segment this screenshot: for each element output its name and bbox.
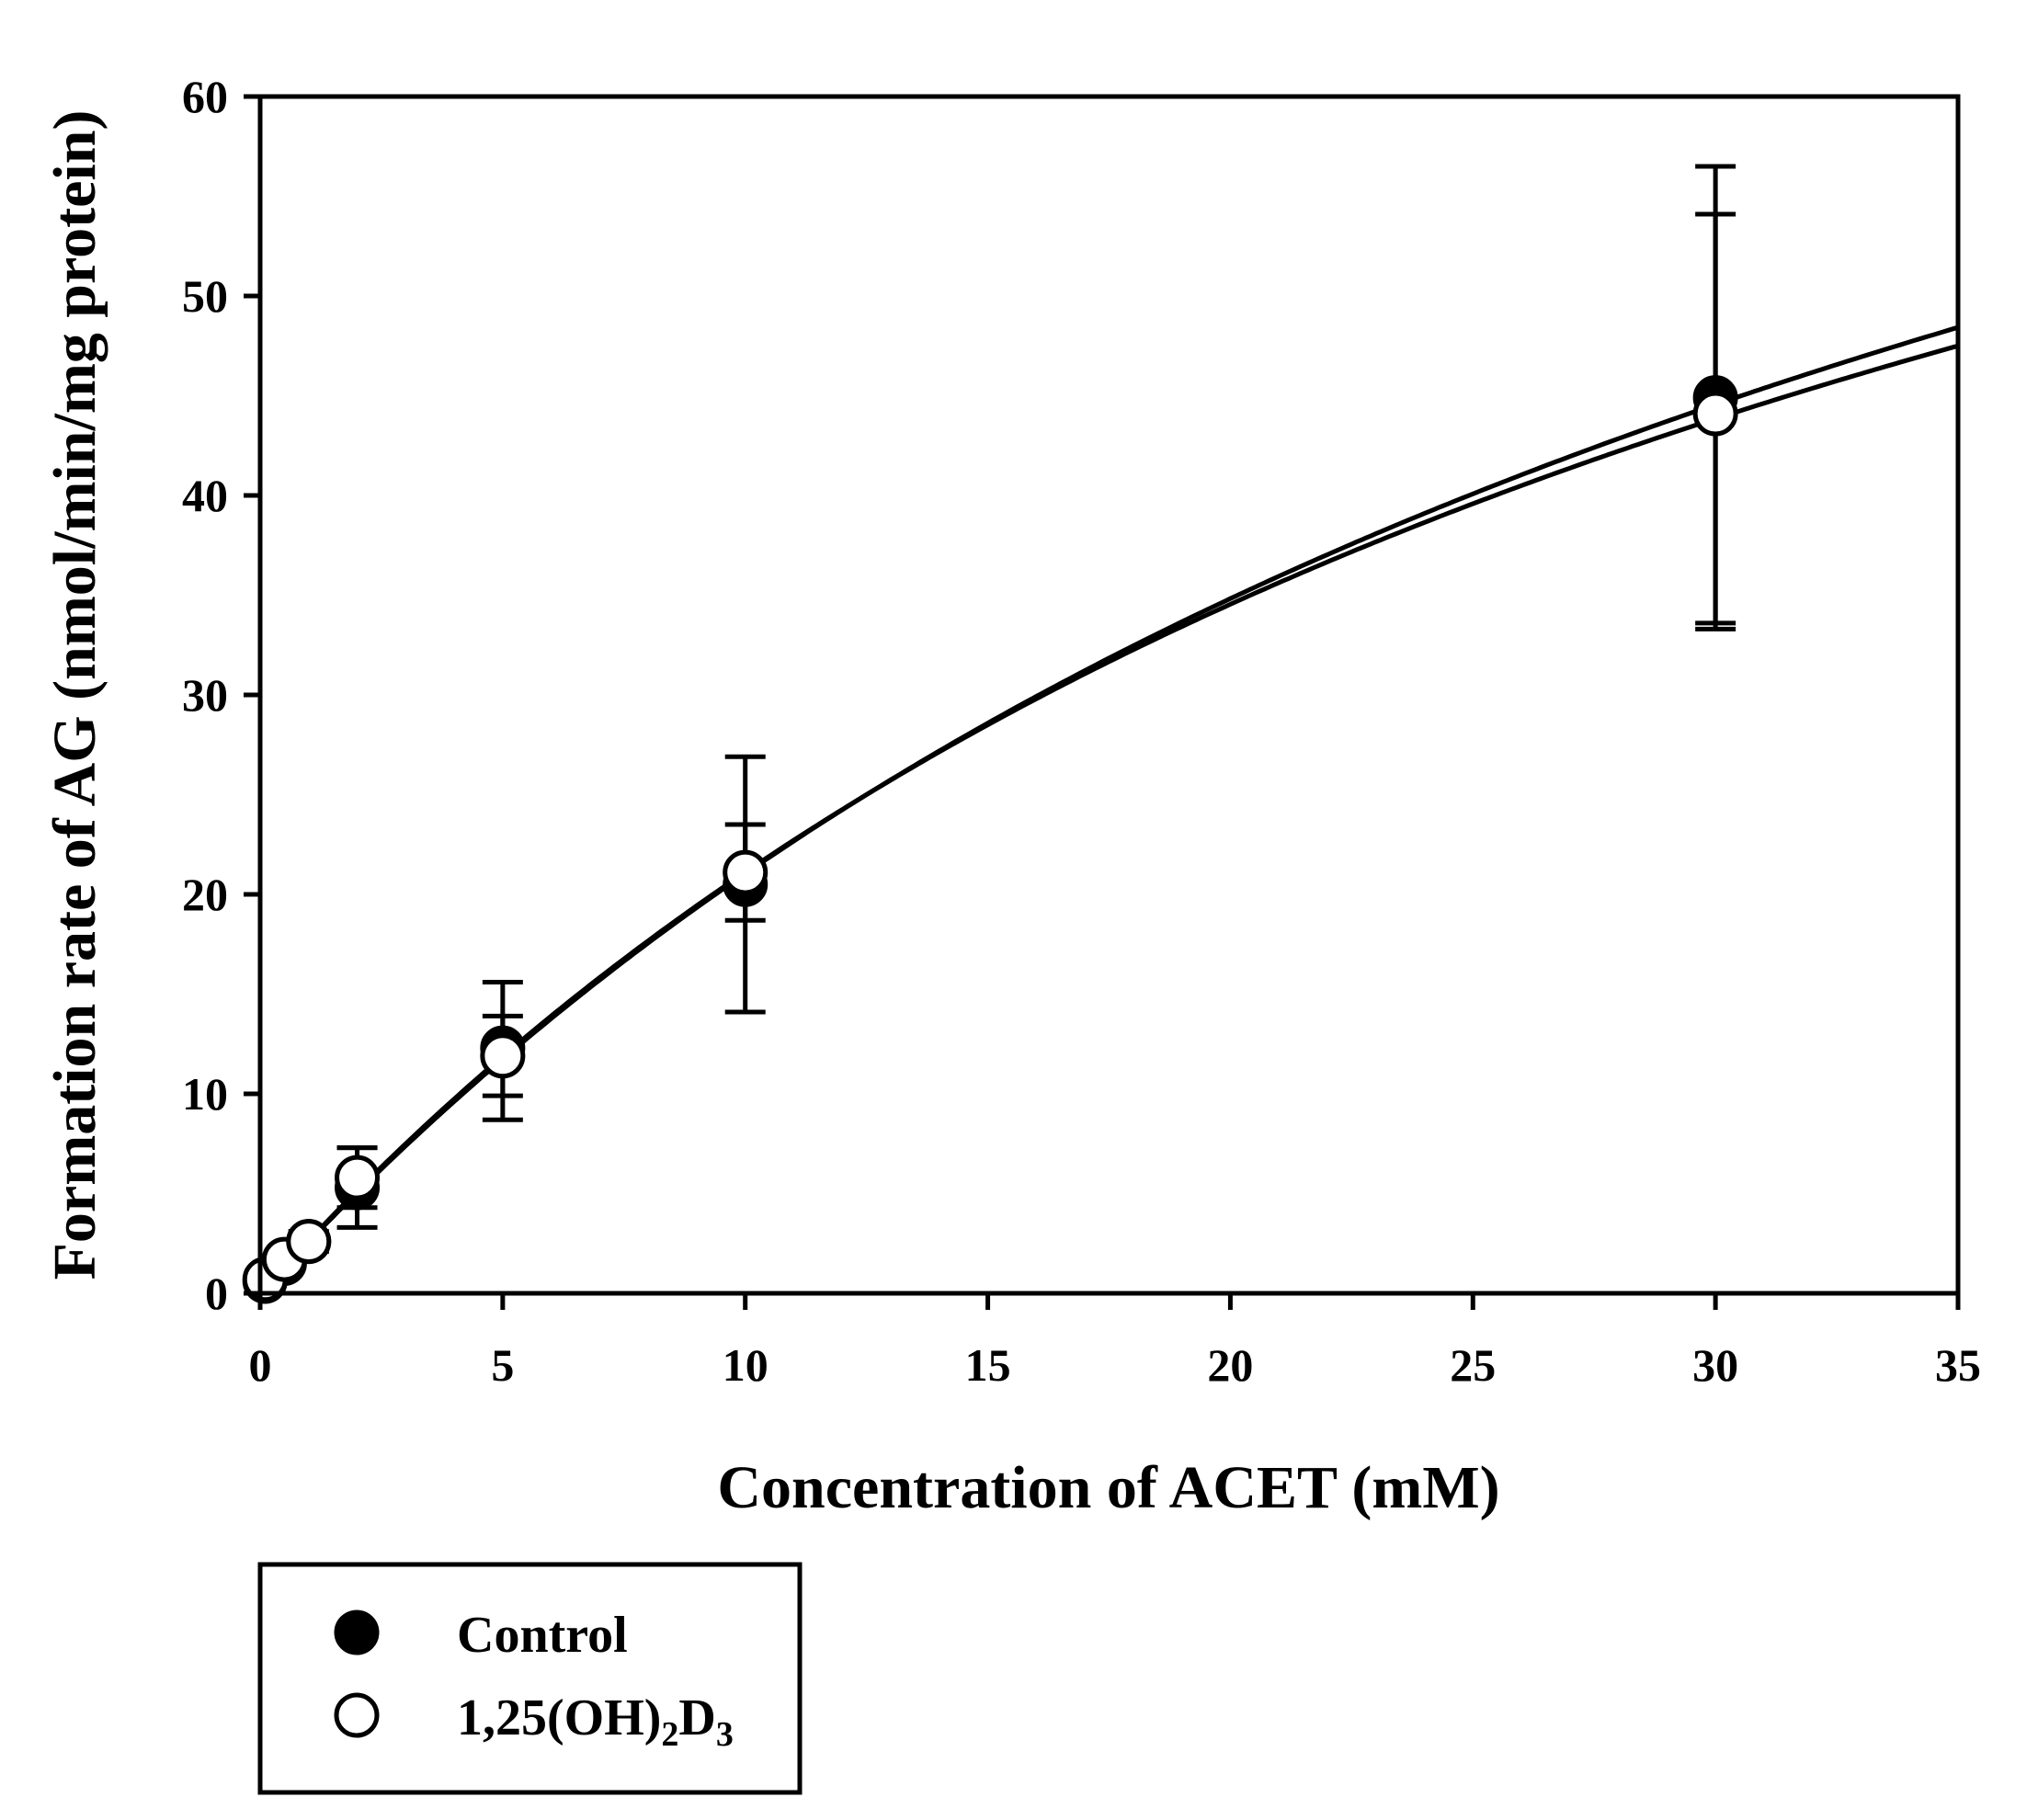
x-tick-label-20: 20 <box>1207 1339 1253 1391</box>
x-tick-label-35: 35 <box>1935 1339 1981 1391</box>
fit-curve-1 <box>258 343 1959 1295</box>
legend-label-vitd3: 1,25(OH)2D3 <box>457 1689 734 1754</box>
data-point-1-4 <box>480 1033 526 1079</box>
x-tick-label-10: 10 <box>723 1339 769 1391</box>
y-axis-ticks: 0 10 20 30 40 50 60 <box>182 71 260 1319</box>
legend: Control 1,25(OH)2D3 <box>257 1562 803 1795</box>
legend-label-control: Control <box>457 1607 628 1664</box>
data-point-1-2 <box>286 1219 332 1265</box>
data-point-1-5 <box>723 849 769 895</box>
y-tick-label-0: 0 <box>205 1268 228 1319</box>
fit-curve-0 <box>258 324 1959 1295</box>
y-tick-label-30: 30 <box>182 669 228 721</box>
legend-marker-control <box>334 1610 380 1655</box>
plot-frame <box>257 94 1961 1296</box>
legend-marker-vitd3 <box>334 1692 380 1738</box>
legend-frame <box>257 1562 803 1795</box>
x-axis-title: Concentration of ACET (mM) <box>717 1454 1499 1521</box>
x-tick-label-15: 15 <box>965 1339 1011 1391</box>
data-point-1-6 <box>1692 391 1738 437</box>
y-tick-label-20: 20 <box>182 869 228 920</box>
x-axis-ticks: 0 5 10 15 20 25 30 35 <box>249 1293 1981 1391</box>
y-tick-label-40: 40 <box>182 470 228 521</box>
data-point-1-3 <box>335 1155 381 1200</box>
x-tick-label-5: 5 <box>491 1339 514 1391</box>
y-tick-label-10: 10 <box>182 1068 228 1120</box>
x-tick-label-25: 25 <box>1450 1339 1496 1391</box>
y-axis-title: Formation rate of AG (nmol/min/mg protei… <box>41 110 108 1280</box>
x-tick-label-0: 0 <box>249 1339 272 1391</box>
plot-marks <box>242 164 1959 1304</box>
y-tick-label-60: 60 <box>182 71 228 122</box>
x-tick-label-30: 30 <box>1692 1339 1738 1391</box>
y-tick-label-50: 50 <box>182 270 228 322</box>
